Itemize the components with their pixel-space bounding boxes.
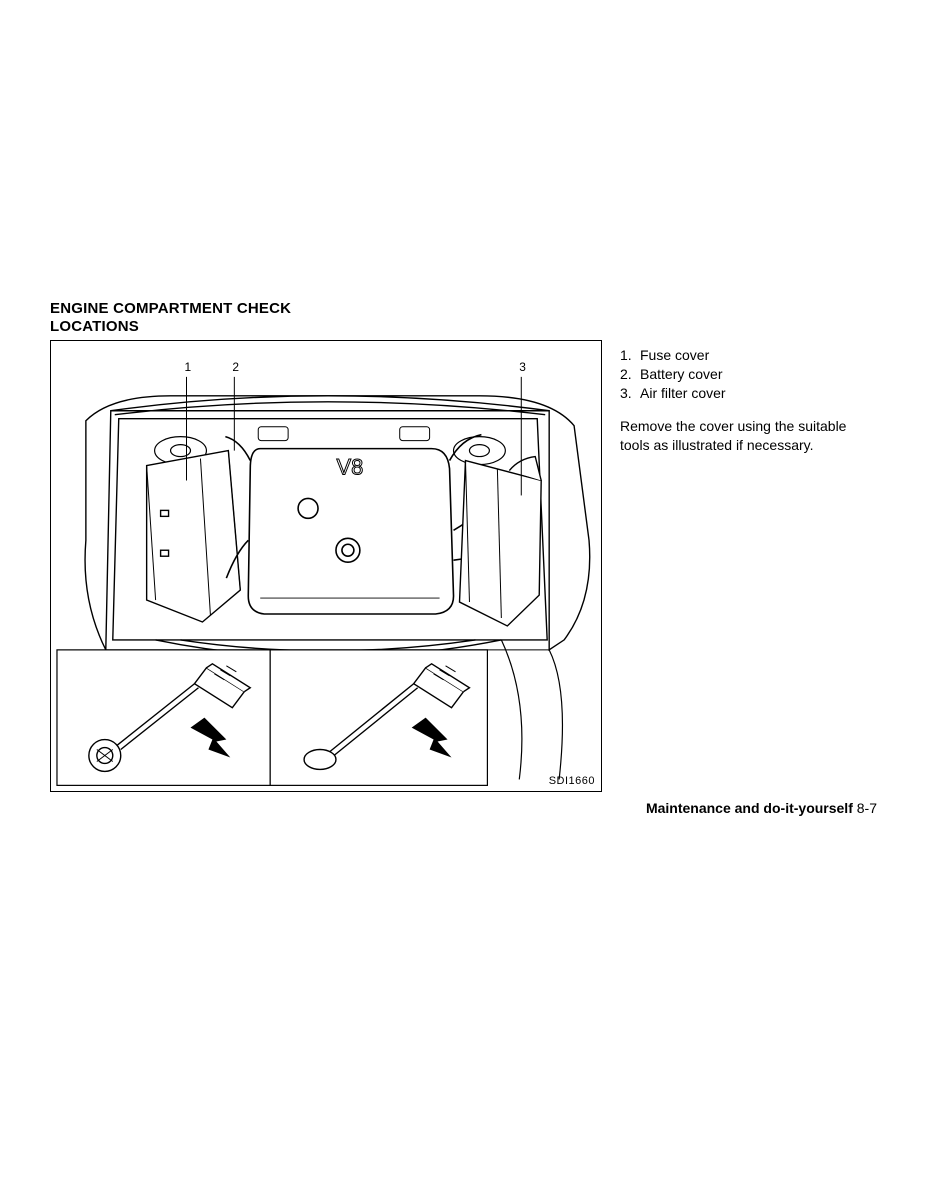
legend-number: 2. [620, 365, 634, 384]
legend-list: 1. Fuse cover 2. Battery cover 3. Air filter … [620, 346, 877, 403]
legend-label: Fuse cover [640, 346, 709, 365]
legend-item: 1. Fuse cover [620, 346, 877, 365]
figure-column: V8 [50, 340, 602, 792]
footer-section: Maintenance and do-it-yourself [646, 800, 853, 816]
two-column-layout: V8 [50, 340, 877, 792]
legend-number: 3. [620, 384, 634, 403]
section-heading: ENGINE COMPARTMENT CHECK LOCATIONS [50, 300, 877, 336]
figure-frame: V8 [50, 340, 602, 792]
body-text: Remove the cover using the suitable tool… [620, 417, 877, 455]
engine-badge-text: V8 [337, 455, 364, 480]
page-content: ENGINE COMPARTMENT CHECK LOCATIONS [50, 300, 877, 792]
svg-text:2: 2 [232, 360, 239, 374]
heading-line-2: LOCATIONS [50, 318, 877, 336]
engine-diagram-svg: V8 [51, 341, 601, 791]
heading-line-1: ENGINE COMPARTMENT CHECK [50, 300, 877, 318]
page-footer: Maintenance and do-it-yourself 8-7 [646, 800, 877, 816]
figure-code: SDI1660 [549, 775, 595, 787]
legend-label: Battery cover [640, 365, 722, 384]
side-column: 1. Fuse cover 2. Battery cover 3. Air filter … [620, 340, 877, 454]
legend-label: Air filter cover [640, 384, 726, 403]
svg-text:1: 1 [185, 360, 192, 374]
legend-number: 1. [620, 346, 634, 365]
footer-page-num: 8-7 [857, 800, 877, 816]
legend-item: 3. Air filter cover [620, 384, 877, 403]
legend-item: 2. Battery cover [620, 365, 877, 384]
svg-text:3: 3 [519, 360, 526, 374]
